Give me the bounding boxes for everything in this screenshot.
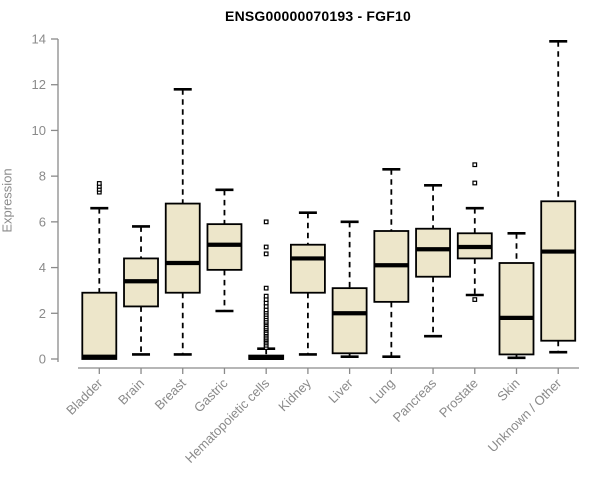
box xyxy=(81,291,118,360)
box xyxy=(415,227,451,278)
boxplot-gastric xyxy=(206,188,243,313)
x-tick-label: Prostate xyxy=(436,376,481,421)
y-tick-label: 4 xyxy=(39,260,46,275)
boxplot-brain xyxy=(123,225,159,356)
outlier-point xyxy=(472,162,478,168)
boxplot-unknown-other xyxy=(540,39,577,354)
outlier-point xyxy=(263,244,269,250)
outlier-point xyxy=(96,181,102,186)
x-tick-label: Bladder xyxy=(63,375,106,418)
boxplot-kidney xyxy=(289,211,326,356)
outlier-point xyxy=(263,285,269,291)
y-tick-label: 6 xyxy=(39,214,46,229)
box xyxy=(289,243,326,294)
box xyxy=(331,287,368,355)
box xyxy=(206,223,243,271)
x-tick-label: Liver xyxy=(325,375,356,406)
y-tick-label: 8 xyxy=(39,169,46,184)
boxplot-bladder xyxy=(81,181,118,360)
x-tick-label: Pancreas xyxy=(390,375,440,425)
y-tick-label: 10 xyxy=(32,123,46,138)
x-tick-label: Brain xyxy=(115,376,147,408)
x-tick-label: Skin xyxy=(494,376,522,404)
x-tick-label: Unknown / Other xyxy=(485,375,565,455)
boxplot-skin xyxy=(498,231,535,360)
box xyxy=(164,202,201,294)
boxplot-liver xyxy=(331,220,368,359)
x-tick-label: Kidney xyxy=(275,375,314,414)
outlier-point xyxy=(472,180,478,186)
outlier-point xyxy=(472,297,478,302)
boxplot-pancreas xyxy=(415,183,451,338)
chart-title: ENSG00000070193 - FGF10 xyxy=(225,8,411,24)
boxplot-breast xyxy=(164,87,201,356)
boxplot-lung xyxy=(373,167,410,359)
box xyxy=(498,262,535,356)
box xyxy=(540,200,577,342)
x-tick-label: Gastric xyxy=(191,375,231,415)
y-tick-label: 2 xyxy=(39,306,46,321)
x-tick-label: Lung xyxy=(366,376,397,407)
x-tick-label: Breast xyxy=(152,375,189,412)
y-tick-label: 14 xyxy=(32,32,46,47)
y-tick-label: 12 xyxy=(32,77,46,92)
y-tick-label: 0 xyxy=(39,352,46,367)
boxplot-hematopoietic-cells xyxy=(248,219,285,360)
boxplot-prostate xyxy=(456,162,493,302)
outlier-point xyxy=(263,219,269,225)
outlier-point xyxy=(263,293,269,299)
outlier-point xyxy=(263,251,269,257)
